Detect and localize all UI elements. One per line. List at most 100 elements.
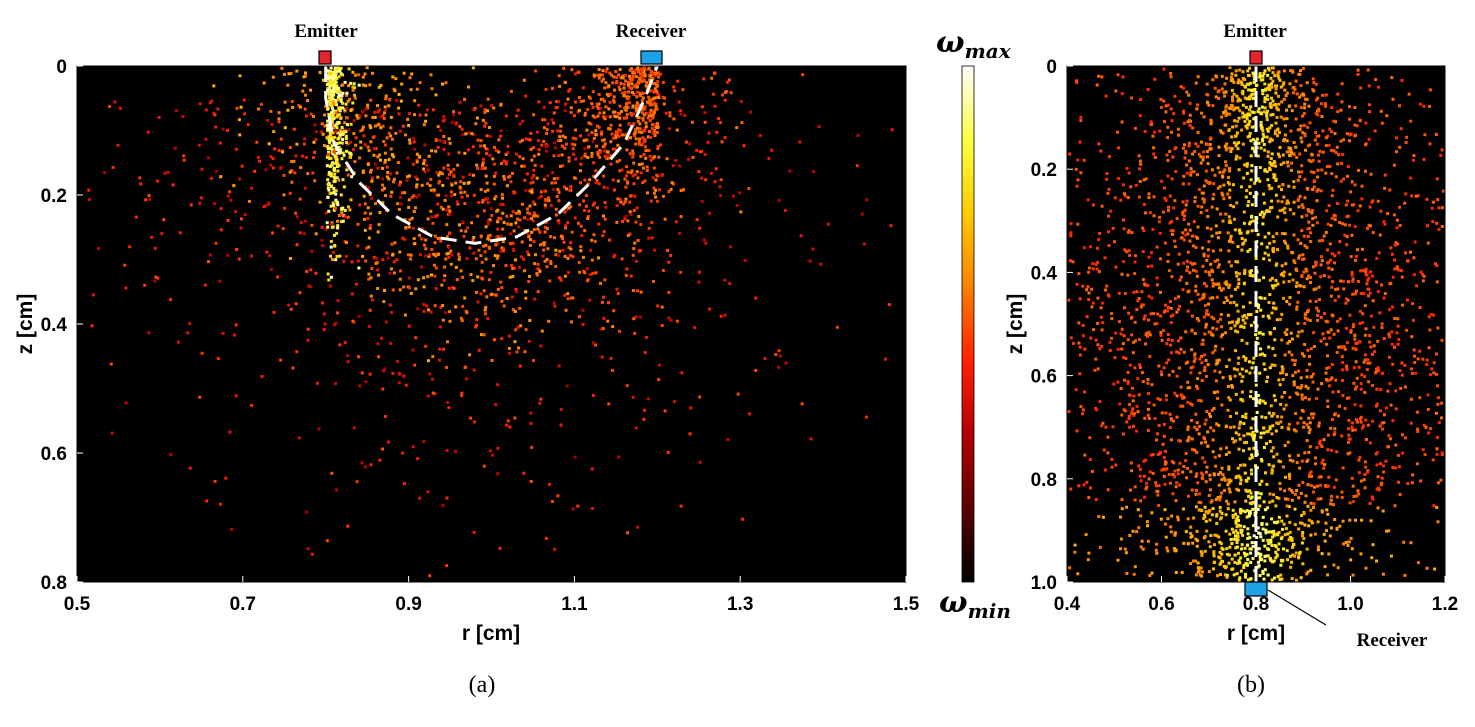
density-point — [476, 275, 480, 279]
density-point — [523, 178, 527, 182]
density-point — [376, 230, 380, 234]
density-point — [1400, 361, 1404, 365]
density-point — [1149, 120, 1153, 124]
density-point — [439, 236, 443, 240]
density-point — [553, 304, 557, 308]
density-point — [1267, 542, 1271, 545]
density-point — [1107, 187, 1111, 191]
density-point — [1243, 270, 1247, 274]
density-point — [1191, 244, 1195, 248]
density-point — [607, 402, 611, 406]
density-point — [1233, 119, 1237, 123]
density-point — [1395, 226, 1399, 230]
density-point — [564, 226, 567, 230]
density-point — [1243, 281, 1246, 285]
density-point — [719, 178, 723, 182]
density-point — [361, 110, 365, 114]
density-point — [1281, 371, 1285, 375]
density-point — [1283, 444, 1287, 447]
density-point — [406, 117, 410, 121]
density-point — [493, 197, 497, 201]
density-point — [527, 339, 531, 343]
density-point — [574, 157, 578, 161]
density-point — [338, 254, 342, 258]
density-point — [562, 240, 566, 244]
density-point — [727, 78, 731, 82]
density-point — [444, 81, 448, 85]
density-point — [601, 97, 605, 101]
density-point — [649, 98, 653, 102]
density-point — [361, 125, 365, 129]
density-point — [294, 154, 298, 158]
density-point — [1234, 157, 1238, 161]
density-point — [1187, 435, 1191, 439]
density-point — [703, 111, 707, 115]
density-point — [657, 96, 661, 100]
density-point — [276, 224, 280, 228]
density-point — [1095, 267, 1099, 271]
density-point — [349, 81, 353, 85]
density-point — [372, 147, 376, 151]
density-point — [1181, 404, 1185, 408]
density-point — [635, 101, 639, 105]
density-point — [607, 127, 611, 131]
density-point — [674, 159, 678, 162]
density-point — [1379, 109, 1383, 113]
density-point — [515, 290, 519, 294]
density-point — [356, 244, 360, 248]
density-point — [269, 267, 273, 271]
density-point — [674, 220, 678, 224]
density-point — [1348, 117, 1352, 121]
density-point — [541, 254, 545, 258]
density-point — [653, 87, 657, 91]
density-point — [358, 156, 362, 160]
density-point — [1255, 137, 1259, 141]
density-point — [396, 202, 400, 206]
density-point — [723, 98, 727, 102]
density-point — [378, 153, 381, 157]
density-point — [1300, 140, 1304, 144]
density-point — [1248, 510, 1252, 513]
density-point — [631, 174, 635, 178]
density-point — [1265, 112, 1269, 115]
density-point — [1295, 461, 1299, 465]
density-point — [1266, 154, 1270, 158]
density-point — [1169, 229, 1173, 233]
density-point — [646, 135, 650, 139]
density-point — [1239, 482, 1242, 486]
density-point — [325, 164, 329, 168]
density-point — [1107, 230, 1110, 234]
density-point — [1249, 491, 1253, 495]
density-point — [484, 121, 488, 125]
density-point — [586, 278, 590, 282]
density-point — [479, 139, 483, 143]
density-point — [1246, 69, 1250, 73]
density-point — [1196, 292, 1200, 296]
density-point — [447, 406, 451, 409]
density-point — [1173, 391, 1177, 395]
density-point — [1308, 421, 1312, 425]
density-point — [505, 214, 509, 218]
density-point — [337, 107, 341, 111]
density-point — [1220, 191, 1224, 195]
density-point — [271, 157, 275, 161]
density-point — [545, 132, 548, 135]
density-point — [226, 219, 230, 222]
density-point — [379, 126, 383, 130]
density-point — [1251, 430, 1255, 434]
density-point — [334, 192, 338, 196]
density-point — [1308, 143, 1312, 147]
density-point — [1184, 233, 1188, 237]
density-point — [1225, 142, 1229, 146]
density-point — [1363, 358, 1367, 362]
density-point — [641, 117, 645, 121]
density-point — [1324, 231, 1328, 234]
density-point — [631, 149, 635, 153]
density-point — [592, 174, 596, 178]
density-point — [344, 107, 348, 110]
density-point — [865, 415, 868, 419]
density-point — [483, 124, 487, 128]
density-point — [623, 90, 627, 94]
density-point — [1259, 435, 1263, 439]
density-point — [1206, 444, 1210, 448]
